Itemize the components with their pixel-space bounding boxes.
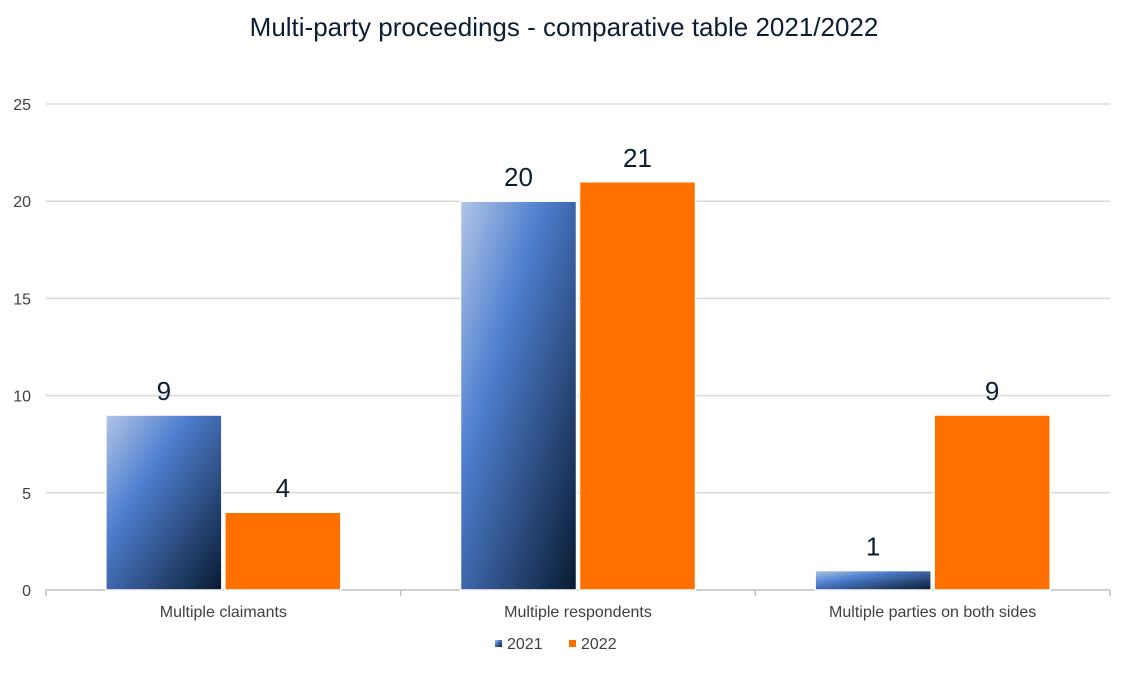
data-label-2022-0: 4 [276,473,290,503]
y-tick-label: 25 [13,97,31,114]
data-label-2022-1: 21 [623,143,652,173]
bars [105,181,1051,591]
axes: 0 5 10 15 20 25 Multiple claimants Multiple res… [13,97,1111,621]
data-labels: 9 4 20 21 1 9 [157,143,1000,562]
y-tick-label: 15 [13,291,31,308]
legend-swatch-2022 [569,640,576,647]
y-tick-label: 20 [13,194,31,211]
data-label-2022-2: 9 [985,376,999,406]
x-category-label: Multiple parties on both sides [829,604,1036,621]
x-category-label: Multiple claimants [160,604,287,621]
chart-title: Multi-party proceedings - comparative ta… [250,12,879,42]
bar-2022-0 [224,511,342,591]
bar-2021-2 [814,569,932,591]
bar-2022-2 [933,414,1051,591]
x-category-label: Multiple respondents [504,604,652,621]
data-label-2021-2: 1 [866,532,880,562]
gridlines [46,103,1110,591]
bar-2021-0 [105,414,223,591]
legend: 2021 2022 [495,636,617,653]
legend-swatch-2021 [495,640,502,647]
bar-2022-1 [578,181,697,591]
y-tick-label: 5 [22,486,31,503]
y-tick-label: 0 [22,583,31,600]
bar-2021-1 [459,200,578,591]
legend-label-2021: 2021 [507,636,543,653]
legend-label-2022: 2022 [581,636,617,653]
data-label-2021-1: 20 [504,162,533,192]
y-tick-label: 10 [13,389,31,406]
data-label-2021-0: 9 [157,376,171,406]
